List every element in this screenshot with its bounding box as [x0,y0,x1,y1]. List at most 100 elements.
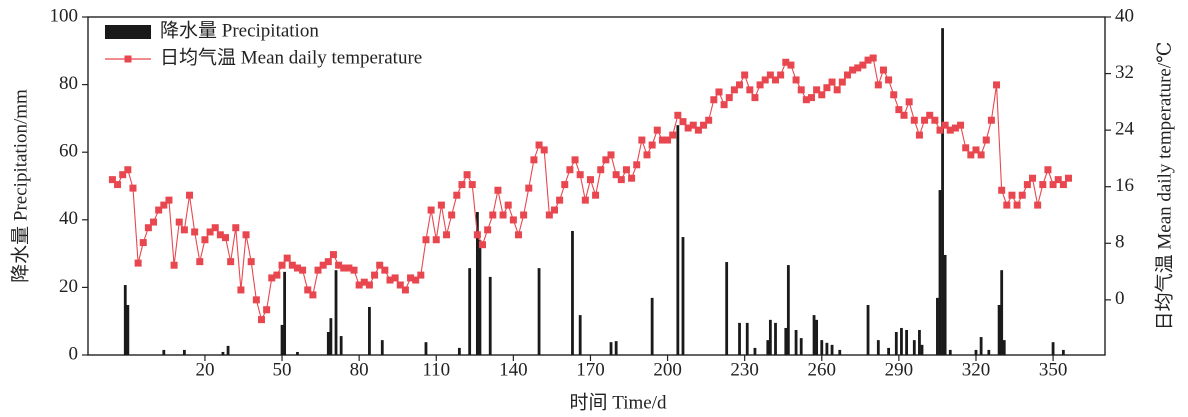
temperature-marker [895,106,903,114]
temperature-marker [222,234,230,242]
temperature-marker [1054,176,1062,184]
temperature-marker [319,261,327,269]
temperature-marker [720,101,728,109]
temperature-marker [437,201,445,209]
x-tick-label: 200 [653,359,682,380]
temperature-marker [365,281,373,289]
temperature-marker [854,64,862,72]
x-axis-label: 时间 Time/d [570,391,667,413]
temperature-marker [581,196,589,204]
precip-bar [941,28,944,356]
temperature-marker [982,136,990,144]
precip-bar [182,349,186,355]
temperature-marker [458,181,466,189]
temperature-marker [1018,191,1026,199]
temperature-marker [530,156,538,164]
temperature-marker [216,231,224,239]
temperature-marker [710,96,718,104]
temperature-marker [550,206,558,214]
temperature-marker [658,136,666,144]
temperature-marker [602,156,610,164]
temperature-marker [1065,174,1073,182]
temperature-marker [237,286,245,294]
temperature-marker [196,258,204,266]
precip-bar [326,332,330,355]
temperature-marker [864,56,872,64]
temperature-marker [329,251,337,259]
temperature-marker [257,316,265,324]
temperature-marker [890,91,898,99]
temperature-marker [473,231,481,239]
y-tick-label: 0 [69,343,79,364]
temperature-marker [977,151,985,159]
temperature-marker [962,144,970,152]
temperature-marker [124,166,132,174]
temperature-marker [859,61,867,69]
precip-bar [866,304,870,355]
temperature-marker [165,196,173,204]
temperature-marker [381,266,389,274]
precip-bar [936,297,939,355]
y2-tick-label: 32 [1115,62,1134,83]
temperature-marker [299,266,307,274]
temperature-line [112,57,1069,322]
temperature-marker [407,274,415,282]
temperature-marker [155,206,163,214]
temperature-marker [797,86,805,94]
temperature-marker [273,271,281,279]
precip-bar [900,327,903,355]
x-tick-label: 230 [730,359,759,380]
precip-bar [838,349,842,355]
temperature-marker [730,86,738,94]
temperature-marker [787,61,795,69]
temperature-marker [242,231,250,239]
temperature-marker [309,291,317,299]
temperature-marker [772,76,780,84]
temperature-marker [175,218,183,226]
y-tick-label: 100 [50,5,79,26]
precip-bar [768,319,772,355]
temperature-marker [807,94,815,102]
temperature-marker [293,264,301,272]
temperature-marker [751,94,759,102]
temperature-marker [556,196,564,204]
precip-bar [1061,349,1065,355]
temperature-marker [186,191,194,199]
temperature-marker [350,266,358,274]
temperature-marker [129,184,137,192]
temperature-marker [622,166,630,174]
temperature-marker [114,181,122,189]
x-tick-label: 140 [499,359,528,380]
temperature-marker [725,94,733,102]
precip-bar [280,324,284,355]
temperature-marker [715,88,723,96]
x-tick-label: 20 [195,359,214,380]
temperature-marker [931,116,939,124]
temperature-marker [139,239,147,247]
temperature-marker [741,71,749,79]
x-tick-label: 290 [885,359,914,380]
temperature-marker [777,71,785,79]
temperature-marker [268,274,276,282]
precip-bar [162,349,166,355]
temperature-marker [355,281,363,289]
legend-swatch [105,25,151,39]
precip-bar [424,342,428,355]
temperature-marker [664,136,672,144]
temperature-marker [998,186,1006,194]
temperature-marker [427,206,435,214]
precip-bar [948,349,952,355]
precip-bar [457,347,461,355]
temperature-marker [1013,201,1021,209]
temperature-marker [160,201,168,209]
temperature-marker [823,84,831,92]
temperature-marker [689,121,697,129]
temperature-marker [206,228,214,236]
temperature-marker [1049,181,1057,189]
precip-bar [1002,340,1006,355]
precip-bar [334,270,338,355]
precip-bar [974,349,978,355]
temperature-marker [314,266,322,274]
temperature-marker [926,111,934,119]
precip-bar [753,347,757,355]
